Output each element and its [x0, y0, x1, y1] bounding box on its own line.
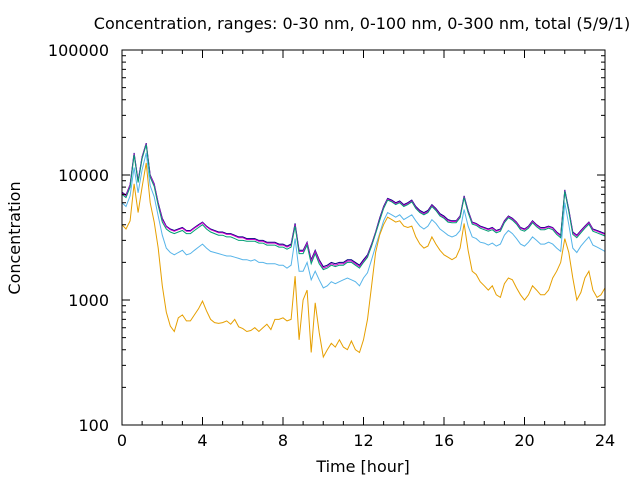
- x-axis-label: Time [hour]: [315, 457, 409, 476]
- series-line-4: [121, 152, 606, 289]
- chart-title: Concentration, ranges: 0-30 nm, 0-100 nm…: [94, 14, 630, 33]
- x-tick-label: 8: [278, 431, 288, 450]
- y-tick-label: 100: [78, 416, 109, 435]
- x-tick-label: 4: [197, 431, 207, 450]
- series-line-2: [121, 143, 606, 269]
- x-tick-label: 20: [514, 431, 534, 450]
- y-tick-label: 10000: [58, 166, 109, 185]
- series-line-5: [121, 162, 606, 359]
- axis-ticks: 0 4 8 12 16 20 24 100 1000 10000 100000: [48, 41, 615, 450]
- y-axis-label: Concentration: [5, 181, 24, 294]
- x-tick-label: 12: [353, 431, 373, 450]
- x-tick-label: 16: [434, 431, 454, 450]
- plot-frame: [121, 49, 606, 426]
- x-tick-label: 24: [595, 431, 615, 450]
- y-tick-label: 1000: [68, 291, 109, 310]
- series-line-1: [121, 142, 606, 268]
- x-tick-label: 0: [117, 431, 127, 450]
- series-lines: [121, 142, 606, 359]
- y-tick-label: 100000: [48, 41, 109, 60]
- series-line-3: [121, 144, 606, 271]
